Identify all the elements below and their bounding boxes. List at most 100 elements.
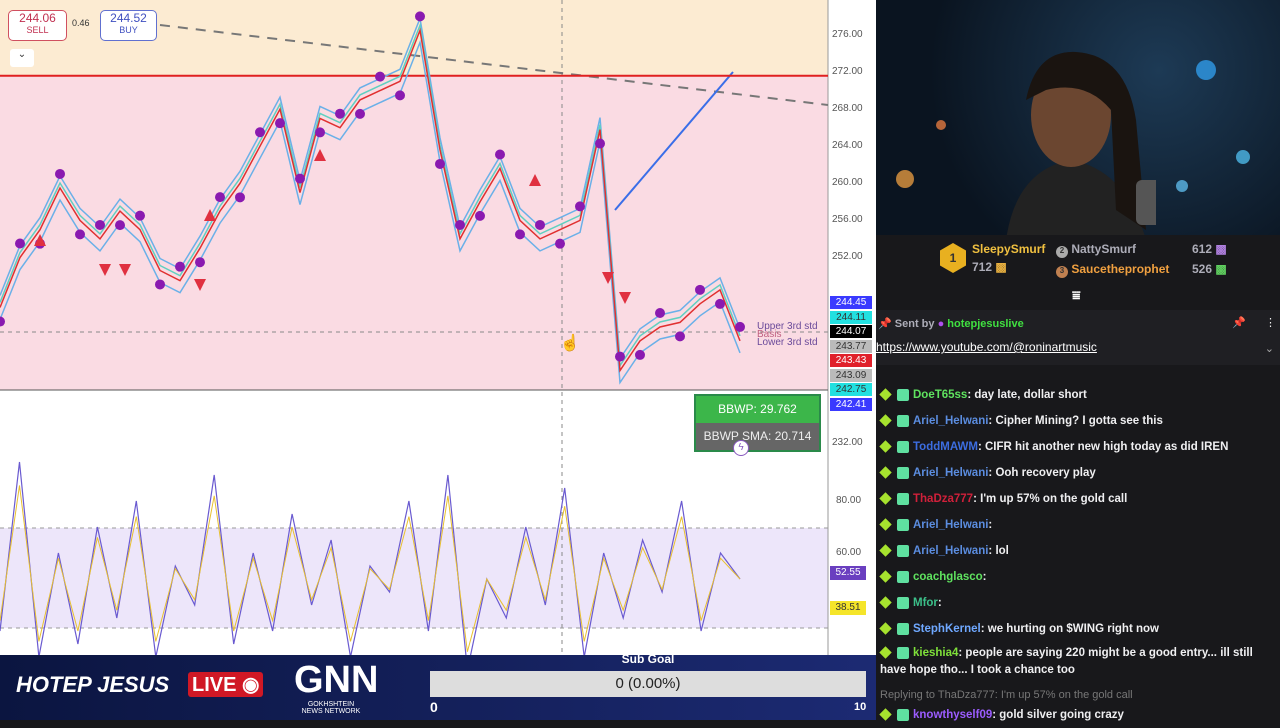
chat-message[interactable]: ToddMAWM: CIFR hit another new high toda…: [876, 434, 1280, 460]
gift-badge-icon: [897, 414, 909, 427]
sell-price: 244.06: [19, 11, 56, 25]
chat-list[interactable]: DoeT65ss: day late, dollar short Ariel_He…: [876, 382, 1280, 722]
chat-text: : gold silver going crazy: [992, 709, 1124, 721]
osc-tag: 38.51: [830, 601, 866, 615]
buy-price: 244.52: [110, 11, 147, 25]
pinned-user: hotepjesuslive: [947, 318, 1024, 330]
chat-username[interactable]: ToddMAWM: [913, 441, 978, 453]
chat-username[interactable]: kieshia4: [913, 647, 959, 659]
chat-username[interactable]: ThaDza777: [913, 493, 974, 505]
rank-2-name: NattySmurf: [1071, 242, 1137, 256]
signal-dot: [695, 284, 705, 295]
price-tag: 244.45: [830, 296, 872, 309]
chat-message[interactable]: Ariel_Helwani: Ooh recovery play: [876, 460, 1280, 486]
chat-text: : day late, dollar short: [967, 389, 1087, 401]
chat-username[interactable]: Mfor: [913, 597, 938, 609]
chart-canvas[interactable]: [0, 0, 876, 671]
gift-badge-icon: [897, 388, 909, 401]
signal-dot: [515, 229, 525, 240]
signal-dot: [435, 158, 445, 169]
chat-message[interactable]: Ariel_Helwani: lol: [876, 538, 1280, 564]
pin-icon[interactable]: 📌: [1232, 317, 1246, 329]
collapse-chevron-icon[interactable]: ⌄: [10, 49, 34, 67]
sub-goal-title: Sub Goal: [621, 652, 675, 666]
gnn-logo-sub: GOKHSHTEIN NEWS NETWORK: [301, 701, 361, 715]
signal-dot: [215, 192, 225, 203]
signal-dot: [455, 219, 465, 230]
expand-icon[interactable]: ⩸: [1072, 287, 1081, 303]
badge-icon: [879, 544, 892, 558]
signal-dot: [575, 201, 585, 212]
badge-icon: [879, 466, 892, 480]
signal-dot: [355, 108, 365, 119]
trading-chart[interactable]: 276.00 272.00 268.00 264.00 260.00 256.00 252.…: [0, 0, 876, 671]
signal-dot: [95, 219, 105, 230]
chevron-down-icon[interactable]: ⌄: [1264, 343, 1274, 355]
basis-line: [0, 27, 741, 373]
pinned-link[interactable]: https://www.youtube.com/@roninartmusic: [876, 340, 1097, 354]
projection-arrow[interactable]: [614, 71, 734, 211]
signal-dot: [415, 11, 425, 22]
signal-dot: [635, 349, 645, 360]
chat-message[interactable]: Ariel_Helwani: Cipher Mining? I gotta se…: [876, 408, 1280, 434]
reply-context: Replying to ThaDza777: I'm up 57% on the…: [880, 689, 1133, 701]
lightning-icon[interactable]: ϟ: [733, 440, 749, 456]
chat-message[interactable]: ThaDza777: I'm up 57% on the gold call: [876, 486, 1280, 512]
price-tag: 242.41: [830, 397, 872, 411]
rank-1-name[interactable]: SleepySmurf: [972, 242, 1046, 256]
price-tick: 252.00: [832, 251, 863, 263]
chat-text: :: [937, 597, 942, 609]
gift-leaderboard: 1 SleepySmurf 712 ▩ 2 NattySmurf 612 ▩ 3…: [876, 235, 1280, 310]
chat-text: :: [988, 519, 993, 531]
price-tick: 276.00: [832, 29, 863, 40]
spread: 0.46: [72, 18, 90, 28]
price-tag: 244.07: [830, 325, 872, 338]
chat-message[interactable]: DoeT65ss: day late, dollar short: [876, 382, 1280, 408]
badge-icon: [879, 518, 892, 532]
chat-username[interactable]: Ariel_Helwani: [913, 519, 989, 531]
bbwp-value: BBWP: 29.762: [696, 396, 819, 423]
buy-button[interactable]: 244.52 BUY: [100, 10, 157, 41]
signal-dot: [0, 316, 5, 327]
chat-message[interactable]: Ariel_Helwani:: [876, 512, 1280, 538]
chat-username[interactable]: knowthyself09: [913, 709, 993, 721]
chat-username[interactable]: DoeT65ss: [913, 389, 968, 401]
signal-dot: [55, 168, 65, 179]
price-tag: 242.75: [830, 383, 872, 396]
webcam-feed: [876, 0, 1280, 235]
rank-2-badge: 2: [1056, 246, 1068, 258]
gift-badge-icon: [897, 708, 909, 721]
chat-username[interactable]: StephKernel: [913, 623, 981, 635]
sell-button[interactable]: 244.06 SELL: [8, 10, 67, 41]
osc-tick: 80.00: [836, 495, 862, 506]
gift-badge-icon: [897, 570, 909, 583]
chat-username[interactable]: coachglasco: [913, 571, 983, 583]
sub-goal-value: 0 (0.00%): [615, 675, 681, 692]
rank-2-row: 2 NattySmurf: [1056, 242, 1136, 258]
chat-message[interactable]: kieshia4: people are saying 220 might be…: [876, 642, 1280, 682]
more-icon[interactable]: ⋮: [1265, 317, 1276, 329]
gift-badge-icon: [897, 646, 909, 659]
stream-overlay: HOTEP JESUS LIVE ◉ GNN GOKHSHTEIN NEWS NE…: [0, 652, 876, 720]
signal-dot: [235, 192, 245, 203]
badge-icon: [879, 708, 892, 722]
band-lower-label: Lower 3rd std: [757, 337, 818, 348]
chat-username[interactable]: Ariel_Helwani: [913, 545, 989, 557]
show-title: HOTEP JESUS: [16, 672, 170, 697]
chat-username[interactable]: Ariel_Helwani: [913, 467, 989, 479]
gift-badge-icon: [897, 518, 909, 531]
rank-3-count: 526 ▩: [1192, 262, 1227, 276]
chat-message[interactable]: coachglasco:: [876, 564, 1280, 590]
chat-message[interactable]: Replying to ThaDza777: I'm up 57% on the…: [876, 682, 1280, 728]
price-tag: 243.77: [830, 339, 872, 353]
signal-dot: [675, 331, 685, 342]
chat-username[interactable]: Ariel_Helwani: [913, 415, 989, 427]
chat-message[interactable]: StephKernel: we hurting on $WING right n…: [876, 616, 1280, 642]
signal-dot: [715, 298, 725, 309]
chat-message[interactable]: Mfor:: [876, 590, 1280, 616]
live-badge: LIVE ◉: [188, 672, 264, 697]
signal-dot: [175, 261, 185, 272]
gift-icon: ▩: [1215, 242, 1227, 256]
oscillator-signal: [0, 485, 741, 652]
badge-icon: [879, 492, 892, 506]
